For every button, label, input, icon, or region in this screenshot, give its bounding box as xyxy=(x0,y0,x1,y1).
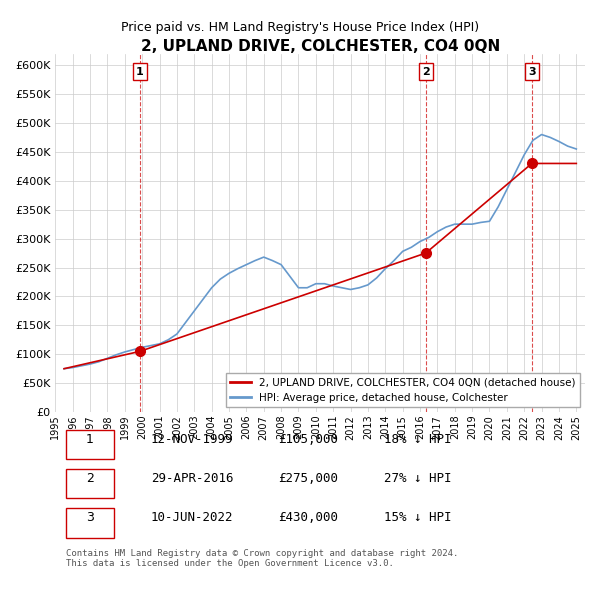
Text: £430,000: £430,000 xyxy=(278,512,338,525)
Text: 2: 2 xyxy=(86,473,94,486)
Text: 15% ↓ HPI: 15% ↓ HPI xyxy=(384,512,451,525)
Text: 29-APR-2016: 29-APR-2016 xyxy=(151,473,233,486)
Text: Contains HM Land Registry data © Crown copyright and database right 2024.
This d: Contains HM Land Registry data © Crown c… xyxy=(66,549,458,569)
Title: 2, UPLAND DRIVE, COLCHESTER, CO4 0QN: 2, UPLAND DRIVE, COLCHESTER, CO4 0QN xyxy=(140,38,500,54)
Text: £105,000: £105,000 xyxy=(278,433,338,446)
Text: 3: 3 xyxy=(528,67,536,77)
Text: 18% ↓ HPI: 18% ↓ HPI xyxy=(384,433,451,446)
Text: 2: 2 xyxy=(422,67,430,77)
Text: £275,000: £275,000 xyxy=(278,473,338,486)
Text: 3: 3 xyxy=(86,512,94,525)
Text: 12-NOV-1999: 12-NOV-1999 xyxy=(151,433,233,446)
Legend: 2, UPLAND DRIVE, COLCHESTER, CO4 0QN (detached house), HPI: Average price, detac: 2, UPLAND DRIVE, COLCHESTER, CO4 0QN (de… xyxy=(226,373,580,407)
FancyBboxPatch shape xyxy=(66,469,113,499)
Text: Price paid vs. HM Land Registry's House Price Index (HPI): Price paid vs. HM Land Registry's House … xyxy=(121,21,479,34)
Text: 10-JUN-2022: 10-JUN-2022 xyxy=(151,512,233,525)
Text: 27% ↓ HPI: 27% ↓ HPI xyxy=(384,473,451,486)
Text: 1: 1 xyxy=(136,67,144,77)
Text: 1: 1 xyxy=(86,433,94,446)
FancyBboxPatch shape xyxy=(66,430,113,459)
FancyBboxPatch shape xyxy=(66,508,113,537)
